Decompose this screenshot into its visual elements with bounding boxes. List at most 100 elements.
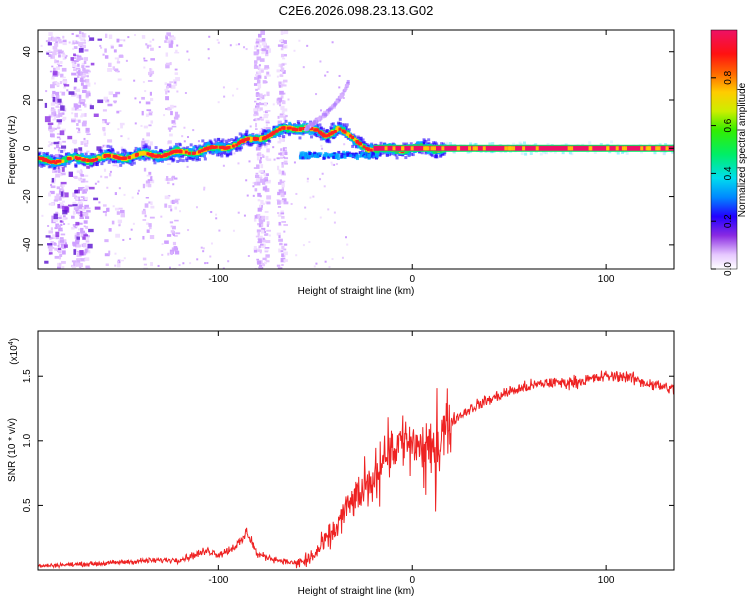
spectrogram-ridge-cell	[220, 154, 224, 158]
spectrogram-noise-cell	[59, 130, 65, 136]
spectrogram-noise-cell	[86, 82, 91, 87]
spectrogram-noise-cell	[47, 122, 54, 126]
spectrogram-noise-cell	[344, 236, 347, 239]
spectrogram-noise-cell	[149, 216, 155, 219]
spectrogram-noise-cell	[172, 183, 175, 186]
spectrogram-noise-cell	[71, 260, 77, 263]
spectrogram-ridge-cell	[49, 164, 53, 168]
spectrogram-noise-cell	[97, 38, 103, 41]
spectrogram-noise-cell	[333, 211, 336, 214]
spectrogram-noise-cell	[55, 231, 60, 238]
spectrogram-noise-cell	[116, 61, 121, 64]
spectrogram-noise-cell	[148, 201, 151, 204]
spectrogram-ridge-cell	[142, 147, 146, 151]
spectrogram-noise-cell	[100, 146, 103, 149]
spectrogram-ridge-cell	[416, 142, 420, 146]
spectrogram-noise-cell	[112, 164, 118, 167]
spectrogram-ridge-cell	[219, 152, 223, 156]
spectrogram-noise-cell	[51, 215, 55, 219]
spectrogram-ridge-cell	[388, 153, 392, 157]
spectrogram-noise-cell	[48, 114, 53, 118]
spectrogram-noise-cell	[145, 113, 149, 117]
spectrogram-noise-cell	[73, 242, 77, 247]
spectrogram-noise-cell	[174, 235, 178, 237]
spectrogram-ridge-cell	[147, 157, 151, 161]
spectrogram-ridge-cell	[299, 131, 303, 135]
spectrogram-ridge-cell	[106, 149, 110, 153]
spectrogram-noise-cell	[266, 142, 270, 146]
spectrogram-noise-cell	[59, 91, 62, 94]
spectrogram-noise-cell	[330, 161, 333, 164]
spectrogram-ridge-cell	[220, 142, 224, 146]
spectrogram-noise-cell	[103, 168, 107, 172]
spectrogram-noise-cell	[83, 234, 89, 237]
spectrogram-noise-cell	[47, 144, 50, 148]
spectrogram-noise-cell	[169, 133, 173, 137]
spectrogram-ridge-cell	[238, 146, 242, 150]
spectrogram-noise-cell	[108, 91, 114, 95]
spectrogram-ridge-cell	[217, 153, 221, 157]
spectrogram-ridge-cell	[75, 153, 79, 157]
spectrogram-noise-cell	[255, 41, 260, 44]
spectrogram-noise-cell	[59, 215, 63, 217]
spectrogram-noise-cell	[259, 58, 265, 62]
spectrogram-noise-cell	[53, 199, 59, 202]
spectrogram-ridge-cell	[190, 148, 194, 152]
spectrogram-noise-cell	[127, 36, 130, 39]
spectrogram-noise-cell	[281, 165, 284, 168]
spectrogram-noise-cell	[260, 199, 264, 205]
spectrogram-ridge-cell	[38, 152, 41, 156]
spectrogram-noise-cell	[85, 240, 90, 243]
spectrogram-ridge-cell	[63, 161, 67, 165]
spectrogram-ridge-cell	[121, 148, 125, 152]
spectrogram-ridge-cell	[442, 152, 446, 156]
spectrogram-noise-cell	[81, 252, 86, 256]
spectrogram-noise-cell	[254, 215, 259, 219]
spectrogram-noise-cell	[78, 205, 83, 209]
spectrogram-noise-cell	[283, 243, 288, 246]
spectrogram-noise-cell	[196, 258, 199, 261]
spectrogram-noise-cell	[342, 97, 345, 100]
spectrogram-noise-cell	[254, 188, 258, 192]
spectrogram-noise-cell	[165, 86, 169, 89]
spectrogram-ridge-cell	[159, 152, 163, 156]
spectrogram-noise-cell	[105, 263, 109, 266]
spectrogram-noise-cell	[56, 262, 61, 266]
spectrogram-noise-cell	[54, 170, 58, 173]
spectrogram-noise-cell	[260, 179, 265, 183]
spectrogram-ridge-cell	[301, 129, 305, 133]
spectrogram-noise-cell	[57, 216, 62, 220]
spectrogram-noise-cell	[116, 110, 120, 114]
spectrogram-noise-cell	[78, 99, 82, 103]
spectrogram-noise-cell	[261, 243, 266, 247]
spectrogram-noise-cell	[183, 126, 186, 129]
spectrogram-noise-cell	[173, 246, 178, 251]
spectrogram-noise-cell	[280, 193, 285, 198]
spectrogram-ridge-cell	[213, 138, 217, 142]
spectrogram-ridge-cell	[409, 152, 413, 156]
spectrogram-noise-cell	[254, 105, 258, 109]
spectrogram-ridge-cell	[50, 162, 54, 166]
spectrogram-ridge-cell	[430, 151, 434, 155]
spectrogram-noise-cell	[257, 88, 260, 90]
spectrogram-noise-cell	[279, 242, 283, 246]
spectrogram-noise-cell	[79, 172, 83, 177]
spectrogram-noise-cell	[131, 196, 134, 199]
spectrogram-noise-cell	[278, 135, 284, 137]
spectrogram-ridge-cell	[40, 164, 44, 168]
spectrogram-noise-cell	[182, 262, 185, 265]
spectrogram-noise-cell	[67, 222, 70, 225]
spectrogram-ridge-cell	[443, 151, 447, 155]
spectrogram-noise-cell	[62, 41, 67, 46]
spectrogram-noise-cell	[235, 43, 238, 46]
spectrogram-noise-cell	[58, 112, 63, 117]
spectrogram-noise-cell	[257, 65, 261, 68]
spectrogram-noise-cell	[82, 89, 87, 94]
spectrogram-ridge-cell	[152, 158, 156, 162]
spectrogram-noise-cell	[149, 235, 155, 240]
spectrogram-noise-cell	[259, 98, 263, 101]
spectrogram-ridge-cell	[38, 161, 41, 165]
spectrogram-noise-cell	[84, 75, 89, 78]
spectrogram-noise-cell	[48, 141, 51, 143]
spectrogram-noise-cell	[252, 194, 255, 197]
